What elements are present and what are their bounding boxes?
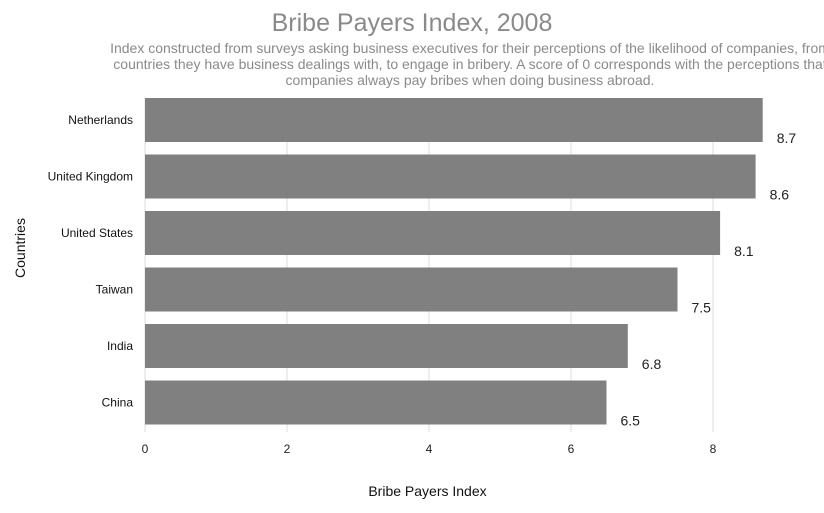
category-labels: Netherlands United Kingdom United States Ta… (48, 113, 134, 410)
x-axis-label: Bribe Payers Index (368, 483, 487, 499)
bar (145, 154, 756, 199)
chart-title: Bribe Payers Index, 2008 (271, 9, 553, 37)
category-label: Netherlands (68, 113, 133, 127)
x-tick-label: 0 (142, 442, 149, 456)
bar (145, 267, 678, 312)
x-tick-label: 8 (710, 442, 717, 456)
x-tick-label: 6 (568, 442, 575, 456)
data-label: 7.5 (692, 300, 712, 316)
category-label: Taiwan (96, 283, 133, 297)
bar (145, 380, 607, 425)
category-label: China (102, 396, 134, 410)
gridlines (144, 98, 714, 432)
category-label: India (107, 339, 133, 353)
data-label: 8.1 (734, 243, 754, 259)
category-label: United States (61, 226, 133, 240)
data-label: 6.5 (621, 413, 641, 429)
x-tick-label: 4 (426, 442, 433, 456)
x-tick-labels: 0 2 4 6 8 (142, 442, 717, 456)
x-tick-label: 2 (284, 442, 291, 456)
bar (145, 211, 721, 255)
value-labels: 8.7 8.6 8.1 7.5 6.8 6.5 (621, 130, 797, 429)
bars (145, 98, 763, 425)
data-label: 6.8 (642, 356, 662, 372)
data-label: 8.7 (777, 130, 797, 146)
bar (145, 324, 628, 368)
chart-subtitle: Index constructed from surveys asking bu… (110, 40, 824, 88)
data-label: 8.6 (770, 187, 790, 203)
bar (145, 98, 763, 142)
category-label: United Kingdom (48, 170, 133, 184)
